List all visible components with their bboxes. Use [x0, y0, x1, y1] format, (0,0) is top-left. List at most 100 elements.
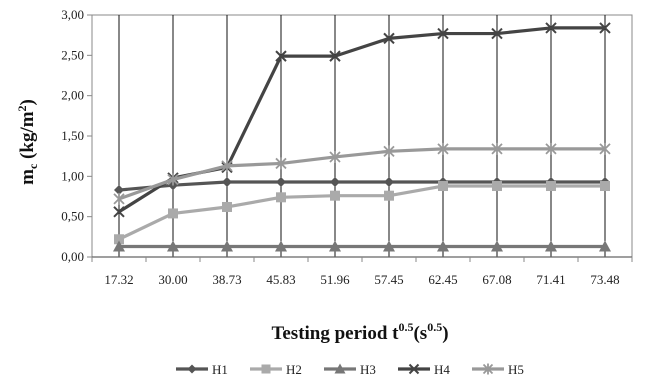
data-point-h5 [437, 142, 449, 155]
series-h2 [114, 181, 610, 245]
data-point-h5 [221, 159, 233, 172]
data-point-h2 [438, 181, 448, 192]
x-axis-title-sup2: 0.5 [427, 320, 442, 334]
x-axis-ticks: 17.32 30.00 38.73 45.83 51.96 57.45 62.45 67.08… [91, 257, 633, 287]
x-tick-label: 17.32 [104, 272, 133, 287]
data-point-h4 [545, 22, 557, 34]
legend-marker [482, 363, 494, 375]
data-point-h5 [275, 157, 287, 170]
data-point-h4 [383, 32, 395, 45]
y-axis-title-end: ) [17, 99, 38, 105]
data-point-h2 [384, 190, 394, 201]
plot-area [91, 14, 633, 258]
legend-label: H3 [360, 362, 376, 377]
data-point-h5 [329, 150, 341, 163]
data-point-h3 [437, 240, 449, 252]
y-tick-label: 2,00 [61, 88, 84, 103]
data-point-h3 [599, 240, 611, 252]
x-axis-title-main: Testing period t [271, 323, 399, 344]
x-tick-label: 45.83 [266, 272, 295, 287]
y-tick-label: 0,50 [61, 209, 84, 224]
data-point-h4 [491, 27, 503, 40]
data-point-h1 [276, 176, 286, 187]
x-tick-label: 71.41 [536, 272, 565, 287]
data-point-h2 [114, 234, 124, 245]
data-point-h2 [276, 192, 286, 203]
x-axis-title-mid: (s [413, 323, 427, 344]
data-point-h3 [221, 240, 233, 252]
data-point-h4 [599, 22, 611, 34]
y-axis-title-unit: (kg/m [17, 111, 38, 163]
data-point-h2 [546, 181, 556, 192]
data-point-h3 [383, 240, 395, 252]
legend-item-h5: H5 [472, 362, 524, 377]
data-point-h1 [330, 176, 340, 187]
data-point-h1 [114, 185, 124, 196]
legend-marker [187, 364, 197, 374]
data-point-h5 [167, 173, 179, 186]
y-axis-title: mc (kg/m2) [15, 99, 40, 185]
data-point-h1 [222, 176, 232, 187]
data-point-h2 [222, 201, 232, 212]
data-point-h3 [491, 240, 503, 252]
data-point-h5 [113, 192, 125, 205]
data-point-h5 [491, 142, 503, 155]
y-axis-ticks: 0,00 0,50 1,00 1,50 2,00 2,50 3,00 [61, 7, 92, 264]
legend-item-h2: H2 [250, 362, 302, 377]
y-tick-label: 0,00 [61, 249, 84, 264]
x-axis-title-end: ) [442, 323, 448, 344]
data-point-h4 [113, 206, 125, 218]
legend-item-h4: H4 [398, 362, 450, 377]
series-h5 [113, 142, 611, 205]
x-tick-label: 57.45 [374, 272, 403, 287]
y-axis-title-sup: 2 [15, 105, 29, 111]
x-axis-title: Testing period t0.5(s0.5) [271, 320, 448, 344]
data-point-h2 [600, 181, 610, 192]
series-line-h2 [118, 184, 605, 241]
y-tick-label: 1,00 [61, 168, 84, 183]
x-tick-label: 38.73 [212, 272, 241, 287]
data-point-h3 [167, 240, 179, 252]
series-line-h5 [118, 147, 605, 201]
y-tick-label: 3,00 [61, 7, 84, 22]
x-tick-label: 73.48 [590, 272, 619, 287]
legend-item-h1: H1 [176, 362, 228, 377]
legend-marker [261, 364, 271, 374]
data-point-h2 [330, 190, 340, 201]
series-h4 [113, 22, 611, 218]
y-axis-title-sub: c [26, 163, 40, 169]
x-tick-label: 67.08 [482, 272, 511, 287]
x-axis-title-sup1: 0.5 [398, 320, 413, 334]
y-axis-title-main: m [17, 169, 38, 185]
legend-item-h3: H3 [324, 362, 376, 377]
data-point-h3 [275, 240, 287, 252]
data-point-h2 [492, 181, 502, 192]
data-point-h5 [545, 142, 557, 155]
data-point-h3 [329, 240, 341, 252]
y-tick-label: 1,50 [61, 128, 84, 143]
series-h3 [113, 240, 611, 252]
x-tick-label: 30.00 [158, 272, 187, 287]
data-point-h2 [168, 208, 178, 219]
y-tick-label: 2,50 [61, 47, 84, 62]
data-point-h1 [384, 176, 394, 187]
legend-label: H2 [286, 362, 302, 377]
legend: H1 H2 H3 H4 H5 [176, 362, 524, 377]
legend-label: H4 [434, 362, 450, 377]
data-point-h3 [545, 240, 557, 252]
data-point-h5 [599, 142, 611, 155]
legend-marker [408, 363, 420, 375]
data-point-h3 [113, 240, 125, 252]
data-point-h4 [437, 27, 449, 40]
series-layer [113, 22, 611, 252]
legend-label: H5 [508, 362, 524, 377]
x-tick-label: 62.45 [428, 272, 457, 287]
legend-marker [334, 363, 346, 374]
legend-label: H1 [212, 362, 228, 377]
data-point-h4 [329, 50, 341, 62]
series-line-h1 [118, 180, 605, 192]
data-point-h5 [383, 145, 395, 158]
data-point-h4 [275, 50, 287, 62]
x-tick-label: 51.96 [320, 272, 350, 287]
